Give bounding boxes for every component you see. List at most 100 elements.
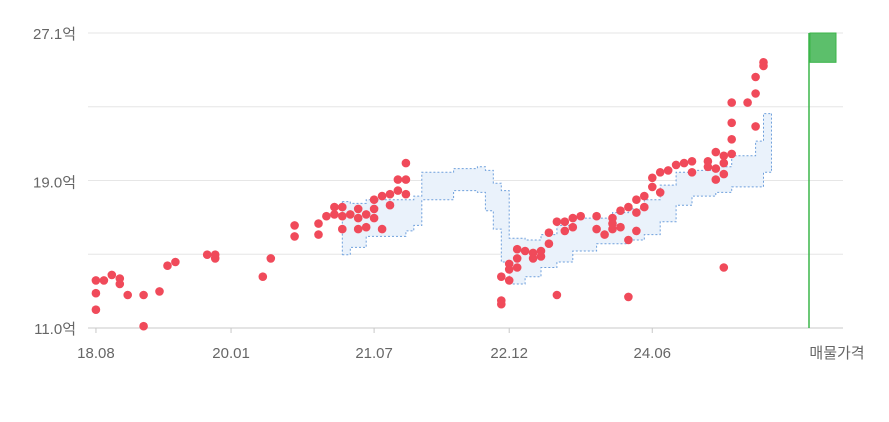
transaction-point [560,226,570,236]
transaction-point [711,147,721,157]
transaction-point [687,168,697,177]
transaction-point [711,175,721,184]
x-tick-label: 22.12 [490,345,528,362]
transaction-point [560,217,570,226]
transaction-point [353,224,363,234]
transaction-point [648,182,657,192]
transaction-point [727,98,736,107]
transaction-point [751,72,760,82]
transaction-point [91,288,101,298]
x-tick-label: 21.07 [355,345,393,362]
transaction-point [346,210,355,219]
transaction-point [361,222,371,232]
transaction-point [687,157,697,166]
transaction-point [504,259,514,269]
transaction-point [512,244,522,254]
transaction-point [290,221,299,230]
transaction-point [115,279,125,289]
transaction-point [727,118,736,128]
transaction-point [703,162,713,172]
transaction-point [648,173,657,183]
transaction-point [377,224,387,234]
transaction-point [314,230,323,239]
transaction-point [353,213,363,223]
transaction-point [536,252,546,261]
transaction-point [385,200,395,210]
transaction-point [393,175,403,184]
band-upper-line [342,113,772,241]
x-tick-label: 18.08 [77,345,115,362]
transaction-point [497,299,506,309]
transaction-point [369,213,379,223]
transaction-point [624,202,633,212]
transaction-point [759,58,768,67]
transaction-point [663,166,673,175]
transaction-point [139,321,148,331]
transaction-point [520,246,530,256]
transaction-point [338,202,347,212]
transaction-point [353,204,363,214]
transaction-point [338,211,347,221]
transaction-point [576,211,585,221]
transaction-point [751,122,760,131]
y-tick-label: 19.0억 [33,174,76,191]
transaction-point [640,202,649,212]
transaction-point [91,276,101,285]
transaction-point [719,151,729,161]
transaction-point [330,210,339,219]
transaction-point [655,188,665,197]
transaction-point [202,250,212,259]
transaction-point [369,195,379,204]
transaction-point [497,272,506,282]
transaction-point [655,168,665,177]
transaction-point [632,226,641,236]
transaction-point [632,208,641,217]
transaction-point [210,254,220,263]
transaction-point [544,239,554,248]
transaction-point [258,272,268,282]
transaction-points [91,58,768,331]
transaction-point [608,224,617,234]
transaction-point [616,206,625,215]
transaction-point [377,191,387,201]
transaction-point [552,290,562,300]
transaction-point [163,261,172,271]
transaction-point [139,290,148,300]
transaction-point [719,263,729,272]
grid [88,32,843,255]
transaction-point [155,287,164,296]
transaction-point [99,276,109,285]
axes: 11.0억 19.0억 27.1억 18.08 20.01 21.07 22.12 24.06 [33,26,843,362]
transaction-point [719,158,729,168]
transaction-point [568,222,578,232]
transaction-point [361,210,371,219]
transaction-point [711,164,721,173]
x-tick-label: 24.06 [633,345,671,362]
transaction-point [624,235,633,245]
transaction-point [528,248,538,258]
transaction-point [568,213,578,223]
band-fill [342,113,772,284]
transaction-point [401,189,411,199]
transaction-point [91,305,101,315]
listing-price-marker: 매물가격 [808,32,865,362]
transaction-point [616,222,625,232]
transaction-point [592,211,601,221]
transaction-point [322,211,331,221]
listing-price-flag[interactable] [809,32,837,63]
transaction-point [743,98,752,107]
transaction-point [107,270,117,280]
transaction-point [632,195,641,204]
transaction-point [671,160,681,170]
transaction-point [600,230,609,239]
transaction-point [401,175,411,184]
y-tick-label: 11.0억 [34,321,76,338]
confidence-band [341,113,772,285]
transaction-point [592,224,601,234]
transaction-point [751,89,760,98]
transaction-point [171,257,180,267]
transaction-point [727,149,736,159]
transaction-point [504,276,514,285]
x-tick-label: 20.01 [212,345,250,362]
